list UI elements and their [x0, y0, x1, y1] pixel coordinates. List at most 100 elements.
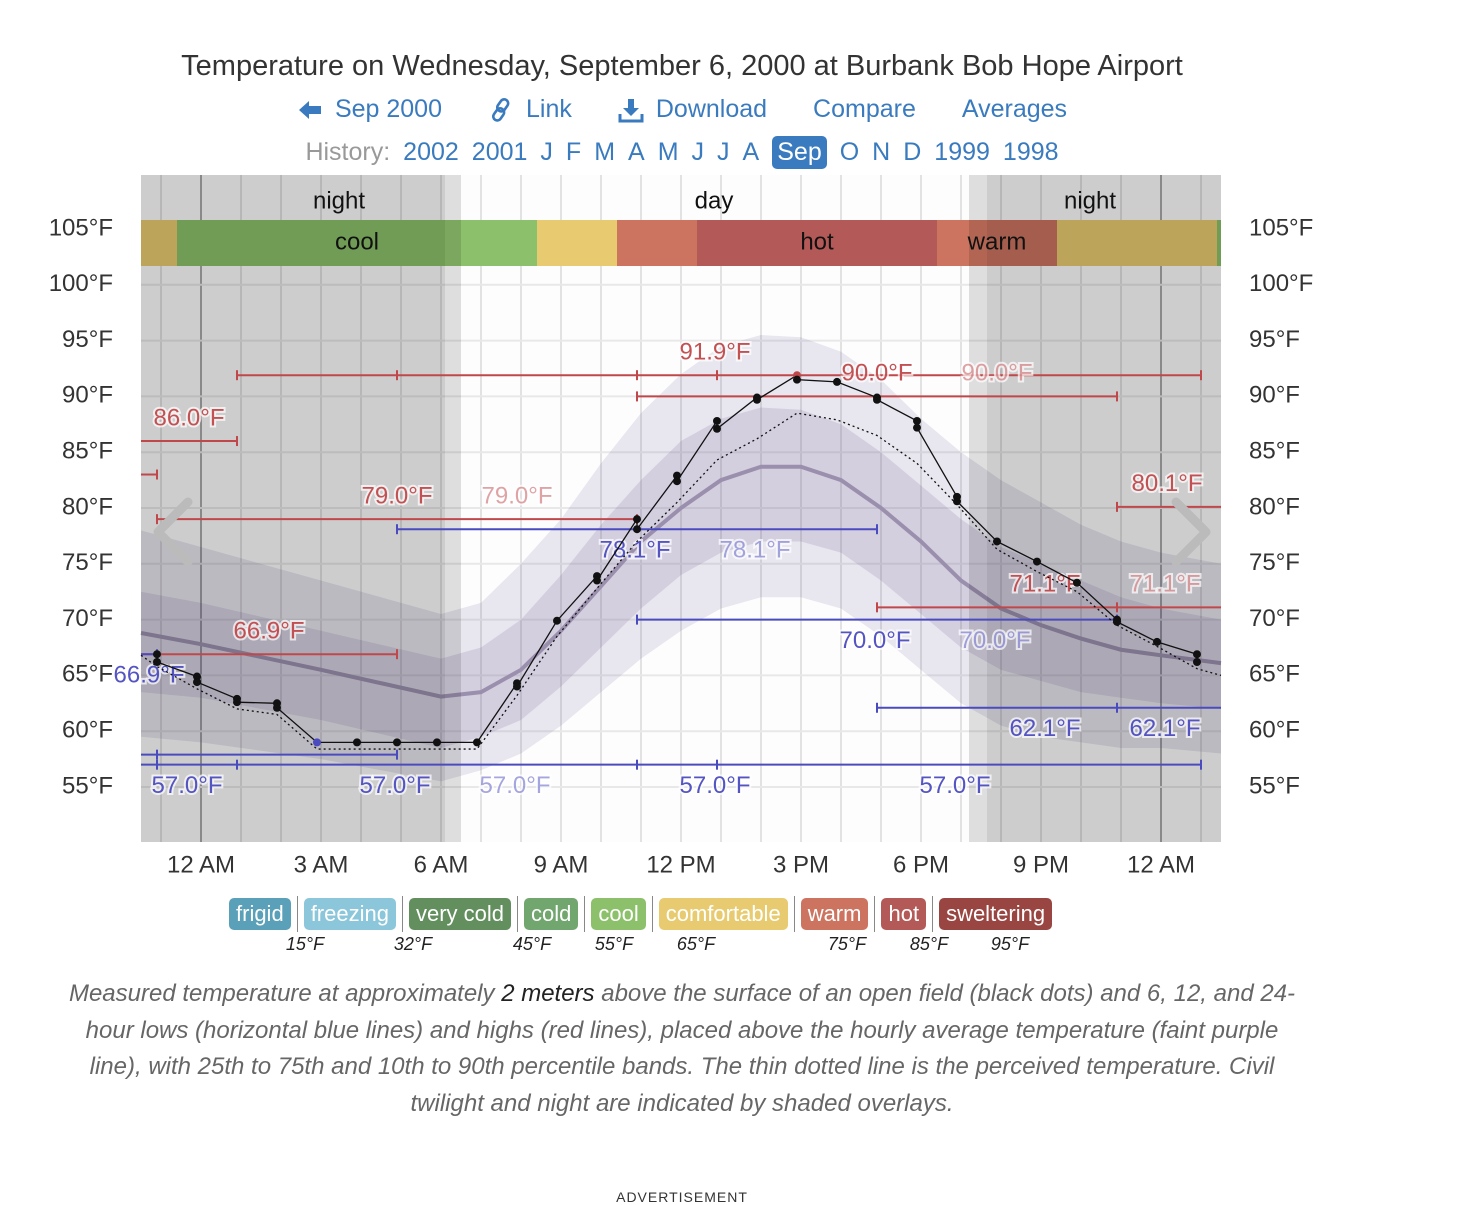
observation-dot — [873, 395, 881, 404]
perceived-temperature-line — [140, 412, 1222, 750]
y-tick-label-left: 90°F — [62, 382, 113, 409]
observation-dot — [833, 377, 841, 386]
legend-chip-comfortable: comfortable — [658, 898, 788, 930]
back-month-label: Sep 2000 — [334, 95, 442, 123]
observation-dot — [1153, 637, 1161, 646]
category-bar-label: warm — [967, 228, 1027, 255]
low-label: 70.0°F — [960, 627, 1031, 654]
x-tick-label: 9 PM — [1013, 851, 1069, 878]
observation-dot — [673, 471, 681, 480]
chevron-right-icon[interactable] — [1171, 497, 1211, 567]
category-bar-label: hot — [800, 228, 834, 255]
twilight-overlay — [969, 175, 987, 842]
category-segment-cool — [1217, 220, 1221, 266]
category-segment-comfortable — [537, 220, 617, 266]
observation-dot — [153, 658, 161, 667]
category-bar-label: cool — [335, 228, 379, 255]
history-link[interactable]: D — [903, 138, 922, 166]
y-tick-label-left: 85°F — [62, 438, 113, 465]
low-label: 62.1°F — [1130, 715, 1201, 742]
back-month-link[interactable]: Sep 2000 — [297, 95, 442, 124]
download-link[interactable]: Download — [618, 95, 767, 124]
category-segment-warm — [937, 220, 1057, 266]
observation-dot — [473, 738, 481, 747]
history-label: History: — [305, 138, 391, 166]
high-label: 90.0°F — [962, 360, 1033, 387]
history-link[interactable]: J — [717, 138, 730, 166]
observation-dot — [633, 515, 641, 524]
observation-dot — [193, 678, 201, 687]
legend-chip-sweltering: sweltering — [939, 898, 1053, 930]
history-link[interactable]: A — [628, 138, 645, 166]
history-link[interactable]: J — [691, 138, 705, 166]
legend-separator — [584, 896, 586, 932]
compare-link[interactable]: Compare — [813, 95, 916, 123]
legend-threshold: 95°F — [990, 934, 1030, 954]
high-label: 90.0°F — [842, 360, 913, 387]
observation-dot — [593, 576, 601, 585]
x-tick-label: 3 PM — [773, 851, 829, 878]
permalink[interactable]: Link — [488, 95, 572, 124]
x-tick-label: 3 AM — [294, 851, 349, 878]
download-label: Download — [655, 95, 768, 123]
y-tick-label-right: 70°F — [1249, 605, 1300, 632]
y-tick-label-right: 105°F — [1249, 214, 1313, 241]
x-tick-label: 6 PM — [893, 851, 949, 878]
history-link[interactable]: M — [657, 138, 679, 166]
legend-chip-hot: hot — [881, 898, 927, 930]
history-link[interactable]: Sep — [772, 136, 827, 169]
observation-dot — [313, 738, 321, 747]
observation-dot — [913, 416, 921, 425]
y-tick-label-left: 65°F — [62, 661, 113, 688]
twilight-overlay — [445, 175, 461, 842]
y-tick-label-left: 100°F — [49, 270, 113, 297]
observation-dot — [953, 497, 961, 506]
observation-dot — [633, 525, 641, 534]
history-link[interactable]: 1998 — [1002, 138, 1059, 166]
temperature-chart: night day night cool hot warm 91.9°F 86.0°F 79.0… — [49, 175, 1313, 878]
high-label: 71.1°F — [1130, 571, 1201, 598]
legend-threshold: 65°F — [676, 934, 716, 954]
chevron-left-icon[interactable] — [153, 497, 193, 567]
history-link[interactable]: F — [565, 138, 582, 166]
history-link[interactable]: A — [742, 138, 760, 166]
y-tick-label-right: 100°F — [1249, 270, 1313, 297]
observation-dot — [1193, 658, 1201, 667]
low-label: 57.0°F — [152, 772, 223, 799]
observation-dot — [1033, 557, 1041, 566]
observation-dot — [753, 395, 761, 404]
observation-dot — [513, 682, 521, 691]
observation-dot — [433, 738, 441, 747]
averages-link[interactable]: Averages — [961, 95, 1068, 123]
y-tick-label-left: 60°F — [62, 717, 113, 744]
history-link[interactable]: N — [872, 138, 891, 166]
legend-separator — [517, 896, 519, 932]
link-icon — [491, 97, 510, 122]
low-label: 57.0°F — [920, 772, 991, 799]
chart-caption: Measured temperature at approximately 2 … — [62, 976, 1302, 1122]
legend-threshold: 32°F — [393, 934, 433, 954]
history-link[interactable]: M — [594, 138, 616, 166]
y-tick-label-left: 95°F — [62, 326, 113, 353]
y-tick-label-left: 105°F — [49, 214, 113, 241]
category-segment-comfortable — [1057, 220, 1217, 266]
y-tick-label-right: 75°F — [1249, 549, 1300, 576]
high-label: 79.0°F — [482, 483, 553, 510]
x-tick-label: 6 AM — [414, 851, 469, 878]
high-label: 79.0°F — [362, 483, 433, 510]
history-link[interactable]: 2002 — [403, 138, 459, 166]
legend-chip-very_cold: very cold — [408, 898, 512, 930]
legend-chip-warm: warm — [800, 898, 869, 930]
history-link[interactable]: J — [540, 138, 553, 166]
legend-separator — [401, 896, 403, 932]
page-title: Temperature on Wednesday, September 6, 2… — [181, 50, 1183, 82]
y-tick-label-right: 85°F — [1249, 438, 1300, 465]
history-link[interactable]: 2001 — [471, 138, 528, 166]
y-tick-label-left: 70°F — [62, 605, 113, 632]
history-link[interactable]: 1999 — [934, 138, 990, 166]
history-link[interactable]: O — [839, 138, 860, 166]
daylight-label: night — [313, 187, 365, 214]
observation-dot — [1193, 650, 1201, 659]
observation-dot — [553, 616, 561, 625]
x-tick-label: 12 PM — [646, 851, 715, 878]
